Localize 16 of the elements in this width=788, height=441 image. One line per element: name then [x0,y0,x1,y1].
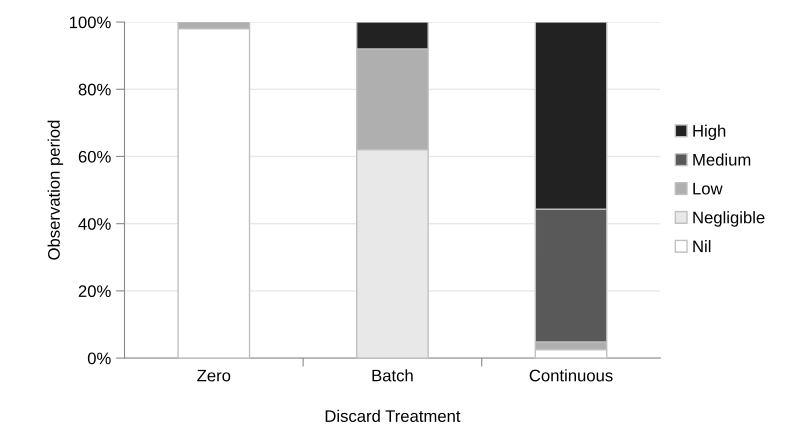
y-tick-label: 80% [78,84,111,96]
legend-label: Negligible [693,211,764,227]
legend-label: High [693,124,726,140]
legend-label: Nil [693,240,710,252]
y-tick-label: 60% [78,150,111,163]
y-tick-label: 40% [78,218,111,230]
y-tick-label: 0% [88,352,111,364]
legend-label: Low [693,182,723,195]
legend-label: Medium [693,153,750,166]
y-tick-label: 100% [70,16,111,28]
x-tick-label: Zero [197,370,230,382]
x-axis-title: Discard Treatment [326,410,460,422]
x-tick-label: Batch [372,369,413,382]
y-tick-label: 20% [78,285,111,298]
y-axis-title: Observation period [48,120,64,260]
x-tick-label: Continuous [530,369,613,382]
